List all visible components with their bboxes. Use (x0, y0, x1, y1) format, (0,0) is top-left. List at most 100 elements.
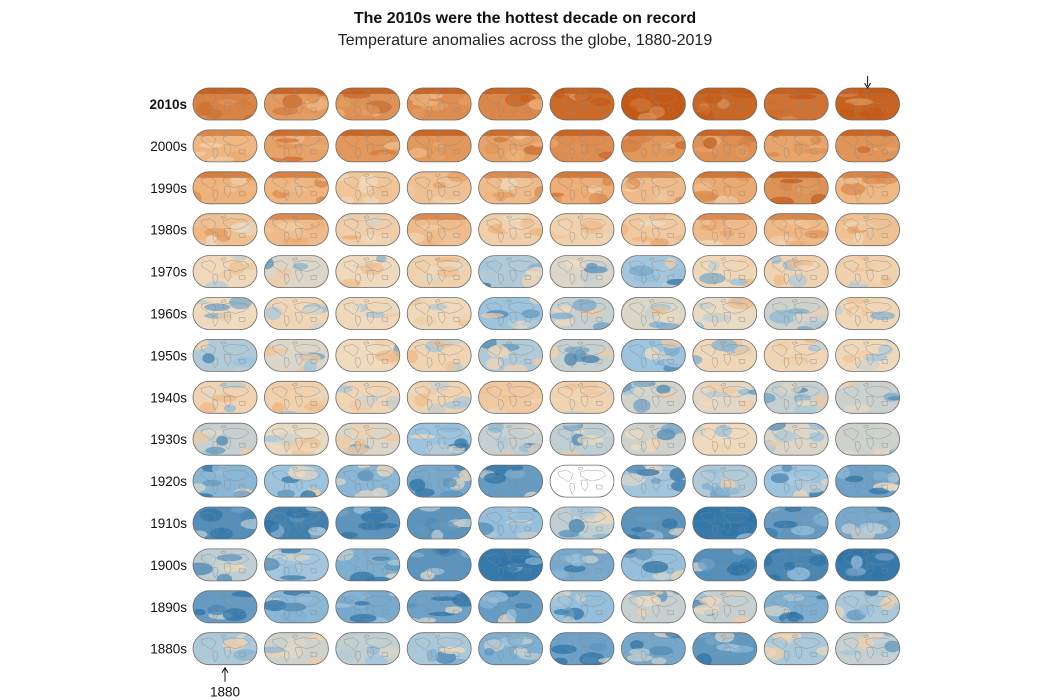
decade-label: 2000s (150, 139, 187, 154)
year-map (478, 464, 544, 498)
year-map (406, 464, 472, 498)
decade-label: 1880s (150, 642, 187, 657)
year-map (621, 506, 686, 540)
year-map (263, 87, 329, 121)
year-map (192, 464, 258, 498)
year-map (406, 213, 472, 247)
year-map (192, 338, 258, 372)
year-map (406, 87, 472, 121)
year-map (835, 213, 900, 247)
year-map (406, 632, 472, 666)
year-map (549, 464, 615, 498)
year-map (335, 213, 401, 247)
year-map (549, 171, 615, 205)
year-map (478, 129, 544, 163)
year-map (835, 297, 900, 330)
year-map (692, 129, 758, 163)
decade-row: 1940s (150, 380, 900, 414)
year-map (763, 129, 829, 163)
year-map (835, 590, 900, 624)
year-map (835, 632, 900, 666)
year-map (478, 590, 544, 624)
year-map (549, 632, 615, 666)
year-map (692, 548, 758, 582)
year-map (692, 632, 758, 666)
year-map (835, 338, 900, 372)
decade-label: 2010s (149, 97, 187, 112)
year-map (621, 338, 686, 372)
year-map (763, 171, 829, 205)
year-map (478, 380, 544, 414)
year-map (835, 380, 900, 414)
decade-row: 1890s (150, 590, 900, 624)
year-map (621, 255, 686, 289)
year-map (263, 632, 329, 666)
decade-row: 1960s (150, 297, 900, 330)
year-map (335, 338, 401, 372)
year-map (335, 255, 401, 289)
year-map (263, 213, 329, 247)
year-map (621, 548, 686, 582)
year-map (406, 548, 472, 582)
year-map (763, 506, 829, 540)
year-map (192, 632, 258, 666)
year-map (478, 422, 544, 456)
year-map (549, 590, 615, 624)
year-map (192, 87, 258, 121)
year-map (549, 380, 615, 414)
year-map (406, 422, 472, 456)
year-map (263, 297, 329, 330)
year-map (192, 213, 258, 247)
year-map (692, 506, 758, 540)
decade-label: 1960s (150, 307, 187, 322)
year-map (763, 338, 829, 372)
decade-label: 1890s (150, 600, 187, 615)
year-map (192, 171, 258, 205)
decade-row: 1930s (150, 422, 900, 456)
year-map (478, 548, 544, 582)
decade-label: 1970s (150, 265, 187, 280)
year-map (478, 297, 544, 330)
year-map (692, 422, 758, 456)
year-map (478, 255, 544, 289)
year-map (549, 338, 615, 372)
decade-row: 1970s (150, 255, 900, 289)
year-map (335, 129, 401, 163)
decade-row: 2010s (149, 87, 900, 121)
year-map (263, 590, 329, 624)
decade-row: 1900s (150, 548, 900, 582)
year-map (763, 590, 829, 624)
year-map (621, 129, 686, 163)
year-map (621, 422, 686, 456)
year-map (621, 590, 686, 624)
year-map (263, 464, 329, 498)
decade-label: 1990s (150, 181, 187, 196)
year-map (335, 548, 401, 582)
year-map (192, 590, 258, 624)
year-map (549, 548, 615, 582)
year-map (406, 171, 472, 205)
arrow-down-icon (864, 76, 872, 89)
year-map (335, 380, 401, 414)
year-map (192, 548, 258, 582)
year-map (335, 506, 401, 540)
year-map (763, 632, 829, 666)
year-map (478, 171, 544, 205)
year-map (192, 506, 258, 540)
decade-row: 1880s (150, 632, 900, 666)
year-map (692, 87, 758, 121)
year-map (406, 506, 472, 540)
year-map (406, 129, 472, 163)
year-map (621, 87, 686, 121)
year-map (335, 171, 401, 205)
decade-label: 1980s (150, 223, 187, 238)
decade-row: 1980s (150, 213, 900, 247)
year-map (192, 422, 258, 456)
year-map (763, 380, 829, 414)
year-map (335, 464, 401, 498)
year-map (263, 171, 329, 205)
year-map (835, 422, 900, 456)
year-map (478, 213, 544, 247)
chart-title: The 2010s were the hottest decade on rec… (353, 10, 697, 27)
